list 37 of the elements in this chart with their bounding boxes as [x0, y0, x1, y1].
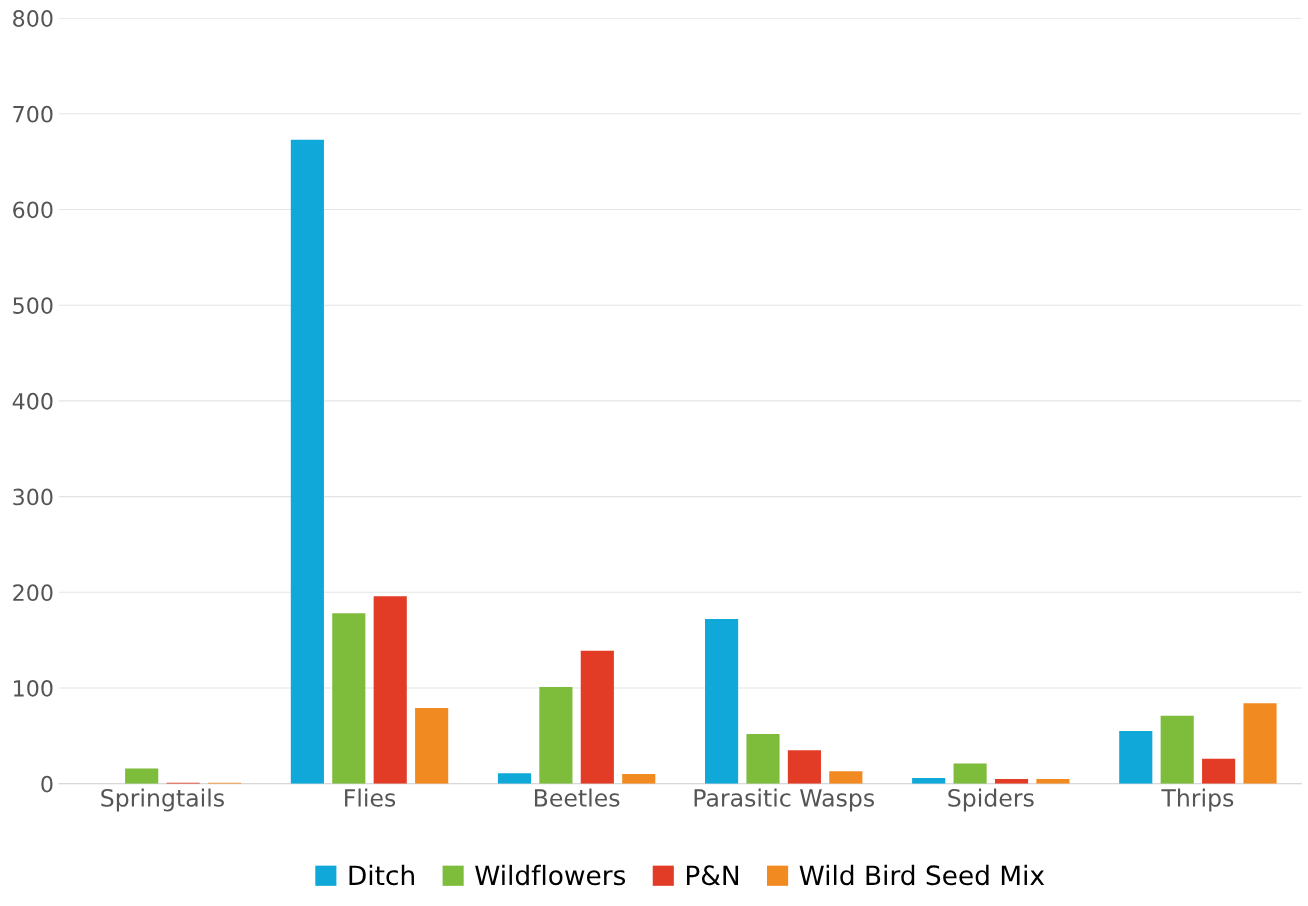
legend-label: Wildflowers	[475, 864, 626, 886]
bar	[580, 650, 614, 784]
bar	[290, 139, 324, 784]
bar	[539, 687, 573, 784]
bar	[497, 773, 532, 784]
bar	[787, 750, 821, 784]
bar	[622, 774, 656, 784]
bar	[705, 619, 739, 784]
legend-label: P&N	[686, 865, 739, 886]
y-tick-label: 500	[13, 297, 53, 314]
bar	[1119, 731, 1153, 784]
bar	[746, 733, 780, 784]
y-tick-label: 0	[41, 775, 53, 793]
bar	[373, 596, 407, 784]
bar	[1202, 758, 1236, 784]
bar	[415, 708, 449, 784]
x-tick-label: Thrips	[1161, 788, 1234, 812]
y-tick-label: 600	[13, 201, 53, 219]
x-tick-label: Flies	[345, 788, 396, 807]
bar	[125, 768, 159, 784]
y-tick-label: 800	[13, 10, 53, 27]
bar	[332, 613, 366, 784]
bar	[1243, 703, 1277, 784]
y-tick-label: 300	[13, 488, 53, 506]
x-tick-label: Parasitic Wasps	[694, 788, 874, 812]
y-tick-label: 100	[14, 679, 53, 697]
x-tick-label: Beetles	[534, 788, 620, 807]
legend-label: Wild Bird Seed Mix	[799, 864, 1045, 886]
y-tick-label: 200	[13, 584, 53, 602]
bar	[953, 763, 987, 784]
legend-label: Ditch	[349, 864, 414, 886]
x-tick-label: Springtails	[101, 788, 224, 812]
y-tick-label: 700	[13, 105, 53, 123]
bar	[1160, 715, 1194, 784]
y-tick-label: 400	[12, 392, 53, 410]
bar	[829, 771, 863, 784]
x-tick-label: Spiders	[948, 788, 1034, 812]
